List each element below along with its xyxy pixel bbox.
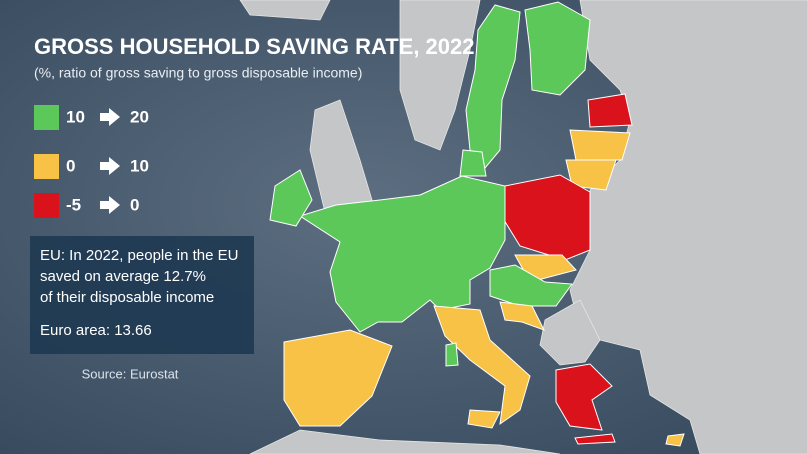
country [445, 342, 459, 367]
country [283, 329, 393, 427]
title: GROSS HOUSEHOLD SAVING RATE, 2022 [34, 34, 475, 59]
legend-arrow [100, 196, 120, 214]
land [539, 299, 601, 366]
legend-swatch [34, 193, 59, 218]
info-text: EU: In 2022, people in the EU [40, 247, 238, 264]
info-box [30, 236, 254, 354]
legend-from: -5 [66, 195, 81, 214]
subtitle: (%, ratio of gross saving to gross dispo… [34, 65, 362, 81]
country [587, 93, 633, 128]
legend-swatch [34, 105, 59, 130]
country [569, 129, 631, 161]
country [433, 305, 531, 426]
country [459, 149, 487, 177]
country [574, 433, 616, 445]
land [399, 0, 481, 151]
source: Source: Eurostat [82, 366, 179, 381]
legend-from: 10 [66, 107, 85, 126]
legend-to: 20 [130, 107, 149, 126]
info-text: saved on average 12.7% [40, 268, 206, 285]
country [269, 169, 313, 227]
legend-arrow [100, 157, 120, 175]
country [465, 4, 521, 169]
country [503, 174, 591, 261]
info-text: of their disposable income [40, 289, 214, 306]
info-text: Euro area: 13.66 [40, 322, 152, 339]
land [249, 429, 561, 454]
legend-from: 0 [66, 156, 75, 175]
legend-swatch [34, 154, 59, 179]
land [239, 0, 331, 21]
legend-arrow [100, 108, 120, 126]
legend-to: 10 [130, 156, 149, 175]
country [524, 1, 591, 96]
country [555, 363, 613, 431]
country [565, 159, 617, 191]
country [467, 409, 501, 429]
country [499, 301, 546, 331]
legend-to: 0 [130, 195, 139, 214]
country [665, 433, 685, 447]
country [489, 264, 573, 307]
